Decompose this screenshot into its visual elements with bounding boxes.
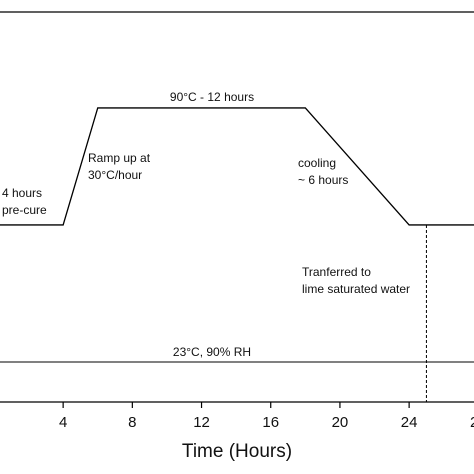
x-tick-label: 28	[470, 414, 474, 431]
x-axis-label: Time (Hours)	[182, 441, 292, 462]
x-tick-label: 8	[128, 414, 136, 431]
annotation: Ramp up at 30°C/hour	[88, 151, 151, 182]
x-tick-label: 20	[332, 414, 349, 431]
annotation-line: 90°C - 12 hours	[170, 90, 254, 104]
x-tick-label: 24	[401, 414, 418, 431]
annotation-line: 4 hours	[2, 186, 42, 200]
annotation-line: Tranferred to	[302, 265, 371, 279]
annotation: 4 hours pre-cure	[2, 186, 47, 217]
temperature-line	[0, 107, 474, 226]
x-tick-label: 4	[59, 414, 67, 431]
annotation-line: 23°C, 90% RH	[173, 345, 251, 359]
annotation: Tranferred to lime saturated water	[302, 265, 410, 296]
annotation-line: ~ 6 hours	[298, 173, 348, 187]
x-tick-label: 12	[193, 414, 210, 431]
annotation-line: lime saturated water	[302, 282, 410, 296]
annotation: cooling ~ 6 hours	[298, 156, 348, 187]
annotation-line: cooling	[298, 156, 336, 170]
x-tick-label: 16	[262, 414, 279, 431]
annotation: 90°C - 12 hours	[170, 90, 254, 104]
annotation-line: Ramp up at	[88, 151, 151, 165]
annotation-line: 30°C/hour	[88, 168, 142, 182]
annotation-line: pre-cure	[2, 203, 47, 217]
annotation: 23°C, 90% RH	[173, 345, 251, 359]
